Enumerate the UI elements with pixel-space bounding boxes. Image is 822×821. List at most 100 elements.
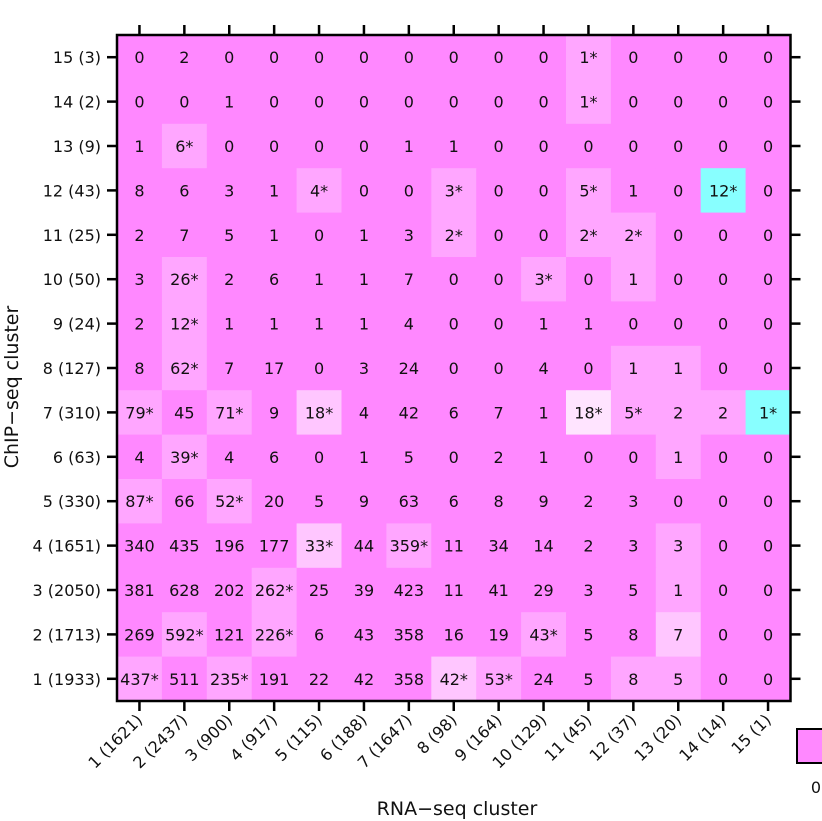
heatmap-cell [296,390,343,436]
heatmap-cell [431,612,477,658]
cell-value-label: 42 [354,670,374,689]
heatmap-cell [700,479,747,524]
heatmap-cell [610,479,657,524]
cell-value-label: 340 [124,537,155,556]
heatmap-cell [341,168,387,214]
heatmap-cell [700,567,747,613]
heatmap-cell [521,567,567,613]
cell-value-label: 1 [538,448,548,467]
cell-value-label: 7 [179,226,189,245]
cell-value-label: 1 [224,315,234,334]
cell-value-label: 0 [718,581,728,600]
cell-value-label: 0 [134,48,144,67]
cell-value-label: 5 [673,670,683,689]
cell-value-label: 0 [583,448,593,467]
y-tick-label: 5 (330) [43,492,101,511]
cell-value-label: 20 [264,492,284,511]
cell-value-label: 0 [628,48,638,67]
cell-value-label: 0 [628,93,638,112]
heatmap-cell [117,35,163,80]
cell-value-label: 5* [579,181,597,200]
heatmap-cell [476,212,522,258]
heatmap-cell [476,656,522,702]
cell-value-label: 0 [718,226,728,245]
heatmap-cell [431,123,477,169]
cell-value-label: 5* [624,403,642,422]
y-tick-label: 13 (9) [53,137,101,156]
cell-value-label: 24 [533,670,553,689]
heatmap-cell [206,345,253,391]
cell-value-label: 6 [449,492,459,511]
heatmap-cell [476,612,522,658]
heatmap-cell [521,523,567,569]
heatmap-cell [161,79,208,125]
cell-value-label: 0 [673,270,683,289]
cell-value-label: 1 [538,403,548,422]
cell-value-label: 5 [583,670,593,689]
cell-value-label: 87* [125,492,153,511]
cell-value-label: 2* [624,226,642,245]
cell-value-label: 0 [718,448,728,467]
heatmap-cell [745,390,792,436]
heatmap-cell [745,35,792,80]
heatmap-cell [745,479,792,524]
cell-value-label: 3 [224,181,234,200]
cell-value-label: 1 [269,226,279,245]
cell-value-label: 1 [314,315,324,334]
cell-value-label: 235* [210,670,249,689]
x-tick-label: 11 (45) [541,710,596,765]
cell-value-label: 0 [359,48,369,67]
heatmap-cell [251,345,298,391]
cell-value-label: 0 [404,181,414,200]
cell-value-label: 11 [444,581,464,600]
x-axis-title: RNA−seq cluster [377,798,538,820]
heatmap-cells: 0 2 0 0 0 0 0 0 0 0 1* 0 0 0 00 0 1 0 0 0 0 0 0 0 1* 0 0 0 01 6* 0 0 0 0 1… [117,35,792,702]
heatmap-cell [161,35,208,80]
heatmap-cell [655,567,702,613]
cell-value-label: 4 [538,359,548,378]
heatmap-cell [610,390,657,436]
cell-value-label: 0 [314,226,324,245]
cell-value-label: 22 [309,670,329,689]
heatmap-cell [700,168,747,214]
heatmap-cell [161,390,208,436]
heatmap-cell [386,479,432,524]
cell-value-label: 0 [673,315,683,334]
heatmap-cell [206,523,253,569]
heatmap-cell [745,123,792,169]
heatmap-cell [251,523,298,569]
heatmap-cell [206,479,253,524]
cell-value-label: 7 [673,625,683,644]
cell-value-label: 0 [718,48,728,67]
heatmap-cell [206,212,253,258]
heatmap-cell [386,612,432,658]
heatmap-cell [610,656,657,702]
y-tick-label: 15 (3) [53,48,101,67]
heatmap-cell [251,567,298,613]
cell-value-label: 17 [264,359,284,378]
heatmap-cell [431,345,477,391]
cell-value-label: 177 [259,537,290,556]
y-tick-label: 12 (43) [43,181,101,200]
heatmap-cell [521,390,567,436]
heatmap-cell [566,523,612,569]
heatmap-cell [161,168,208,214]
cell-value-label: 8 [134,359,144,378]
heatmap-cell [341,257,387,302]
heatmap-cell [521,123,567,169]
heatmap-cell [117,168,163,214]
cell-value-label: 8 [134,181,144,200]
heatmap-cell [117,523,163,569]
cell-value-label: 269 [124,625,155,644]
cell-value-label: 1 [673,581,683,600]
heatmap-cell [161,479,208,524]
cell-value-label: 1 [538,315,548,334]
cell-value-label: 0 [763,670,773,689]
cell-value-label: 6 [179,181,189,200]
heatmap-cell [610,301,657,347]
heatmap-cell [161,656,208,702]
cell-value-label: 79* [125,403,153,422]
cell-value-label: 0 [673,93,683,112]
heatmap-cell [251,612,298,658]
cell-value-label: 226* [255,625,294,644]
